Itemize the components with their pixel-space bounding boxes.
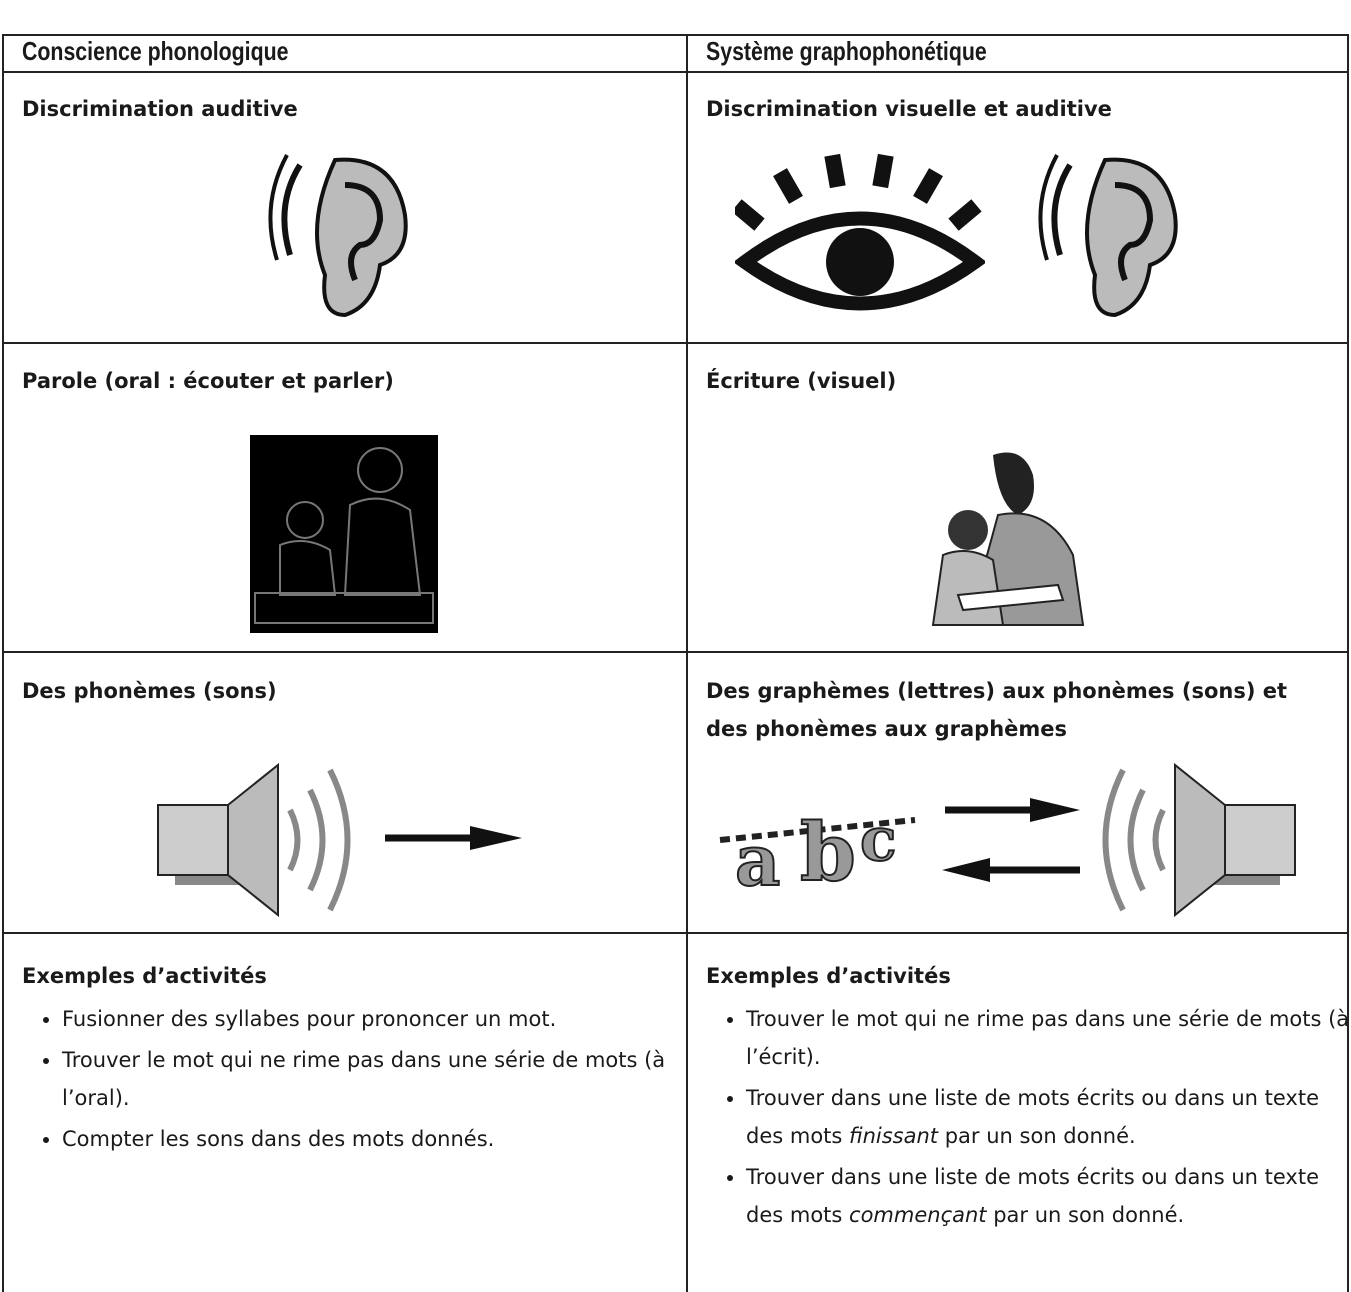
rule (2, 342, 1349, 344)
activity: Trouver le mot qui ne rime pas dans une … (62, 1041, 682, 1117)
row-title: Discrimination auditive (22, 97, 298, 121)
rule (2, 651, 1349, 653)
activity: Trouver dans une liste de mots écrits ou… (746, 1158, 1351, 1234)
svg-text:c: c (860, 805, 897, 875)
activities-title: Exemples d’activités (22, 964, 267, 988)
text: par un son donné. (986, 1203, 1185, 1227)
column-header: Conscience phonologique (22, 36, 289, 66)
activity-list: Fusionner des syllabes pour prononcer un… (32, 1000, 682, 1161)
rule (2, 34, 1349, 36)
emphasis: commençant (849, 1203, 987, 1227)
activity: Trouver dans une liste de mots écrits ou… (746, 1079, 1351, 1155)
activity-list: Trouver le mot qui ne rime pas dans une … (716, 1000, 1351, 1237)
activities-title: Exemples d’activités (706, 964, 951, 988)
ear-icon (1038, 154, 1178, 318)
row-title: Des phonèmes (sons) (22, 679, 277, 703)
letters-icon: a b c (719, 804, 916, 900)
speaker-icon (1102, 762, 1296, 918)
row-title: Écriture (visuel) (706, 369, 897, 393)
activity: Trouver le mot qui ne rime pas dans une … (746, 1000, 1351, 1076)
rule (686, 34, 688, 1292)
speaker-icon (157, 762, 522, 918)
column-header: Système graphophonétique (706, 36, 987, 66)
svg-text:a: a (735, 819, 780, 900)
row-title: Parole (oral : écouter et parler) (22, 369, 394, 393)
eye-icon (735, 153, 985, 311)
rule (2, 71, 1349, 73)
ear-icon (268, 154, 408, 318)
text: Trouver dans une liste de mots écrits ou… (746, 1086, 1319, 1148)
emphasis: finissant (849, 1124, 939, 1148)
rule (1347, 34, 1349, 1292)
text: par un son donné. (938, 1124, 1136, 1148)
row-title: Des graphèmes (lettres) aux phonèmes (so… (706, 679, 1288, 741)
rule (2, 932, 1349, 934)
rule (2, 34, 4, 1292)
svg-text:b: b (800, 805, 856, 899)
row-title: Discrimination visuelle et auditive (706, 97, 1112, 121)
arrows-icon (942, 798, 1080, 882)
activity: Compter les sons dans des mots donnés. (62, 1120, 682, 1158)
children-picture (250, 435, 438, 633)
activity: Fusionner des syllabes pour prononcer un… (62, 1000, 682, 1038)
text: Trouver dans une liste de mots écrits ou… (746, 1165, 1319, 1227)
reading-picture (931, 452, 1085, 626)
